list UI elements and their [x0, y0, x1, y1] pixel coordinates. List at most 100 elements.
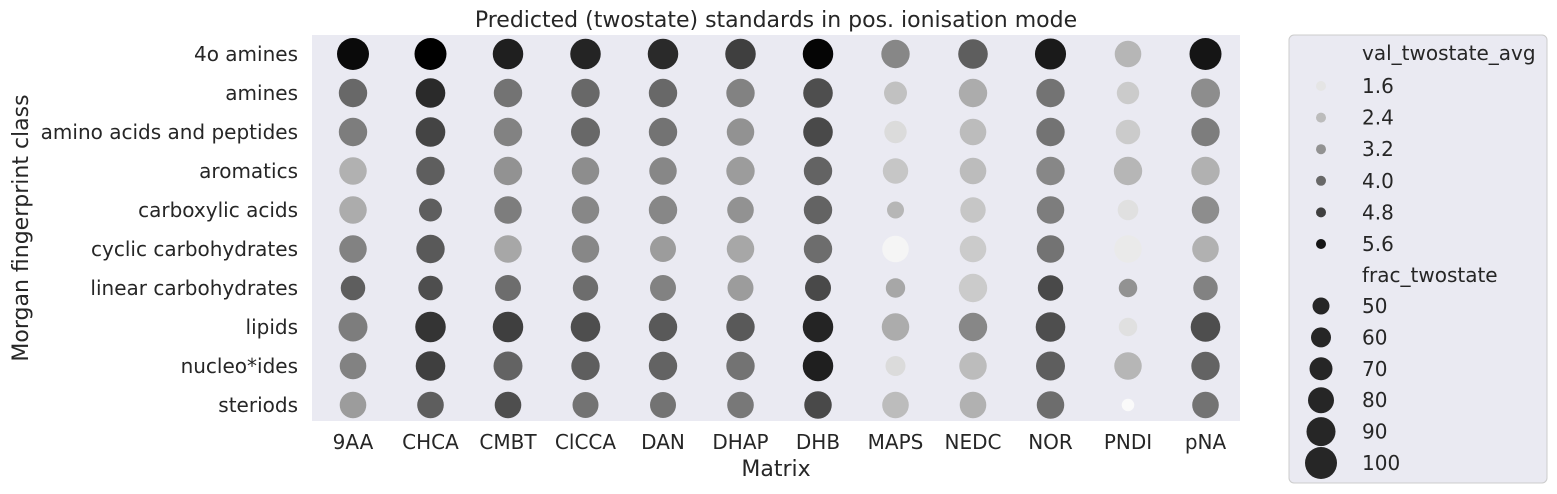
data-point — [727, 196, 754, 224]
data-point — [338, 312, 368, 342]
data-point — [726, 78, 755, 108]
legend-size-label: 50 — [1362, 294, 1387, 318]
data-point — [339, 235, 367, 263]
data-point — [415, 351, 446, 381]
data-point — [1036, 391, 1065, 419]
data-point — [958, 78, 988, 108]
legend-size-marker — [1309, 357, 1333, 381]
legend-hue-marker — [1316, 112, 1326, 123]
data-point — [1115, 119, 1141, 145]
x-tick-label: CMBT — [479, 430, 537, 454]
legend-hue-label: 5.6 — [1362, 232, 1394, 256]
y-tick-label: aromatics — [199, 159, 298, 183]
legend-size-label: 60 — [1362, 325, 1387, 349]
data-point — [339, 196, 367, 224]
data-point — [1113, 156, 1143, 186]
data-point — [1036, 235, 1065, 263]
data-point — [416, 156, 445, 186]
data-point — [650, 392, 676, 418]
x-tick-label: ClCCA — [555, 430, 616, 454]
data-point — [338, 78, 368, 108]
x-tick-label: MAPS — [868, 430, 924, 454]
y-tick-label: amines — [225, 81, 298, 105]
y-tick-label: lipids — [246, 315, 298, 339]
data-point — [647, 38, 679, 70]
chart-title: Predicted (twostate) standards in pos. i… — [475, 8, 1077, 33]
data-point — [1191, 156, 1220, 186]
data-point — [648, 351, 678, 381]
data-point — [493, 117, 523, 147]
data-point — [958, 273, 988, 303]
data-point — [958, 39, 988, 69]
data-point — [1034, 38, 1067, 70]
data-point — [570, 312, 601, 342]
data-point — [572, 392, 599, 418]
legend-size-title: frac_twostate — [1362, 263, 1498, 287]
data-point — [1191, 78, 1220, 108]
data-point — [885, 278, 906, 298]
data-point — [1193, 275, 1218, 301]
data-point — [1036, 156, 1065, 186]
data-point — [881, 39, 910, 69]
y-tick-label: amino acids and peptides — [41, 120, 298, 144]
x-tick-labels: 9AA CHCA CMBT ClCCA DAN DHAP DHB MAPS NEDC NOR PND… — [333, 430, 1227, 454]
data-point — [492, 38, 524, 70]
data-point — [887, 201, 904, 219]
data-point — [1118, 317, 1138, 337]
data-point — [417, 391, 444, 419]
data-point — [494, 391, 522, 419]
legend-hue-label: 3.2 — [1362, 137, 1394, 161]
y-axis-label: Morgan fingerprint class — [9, 94, 34, 361]
data-point — [494, 235, 522, 263]
legend-size-label: 70 — [1362, 357, 1387, 381]
data-point — [650, 275, 676, 301]
y-tick-labels: 4o amines amines amino acids and peptides a… — [41, 42, 298, 417]
data-point — [804, 391, 832, 419]
data-point — [959, 391, 987, 419]
data-point — [1036, 196, 1065, 224]
plot-area — [312, 35, 1240, 421]
data-point — [727, 391, 754, 419]
data-point — [884, 120, 907, 144]
data-point — [340, 275, 366, 301]
data-point — [959, 235, 987, 263]
data-point — [572, 275, 599, 301]
data-point — [805, 275, 831, 301]
data-point — [726, 312, 755, 342]
data-point — [1192, 391, 1219, 419]
data-point — [1121, 398, 1135, 412]
x-tick-label: DHB — [796, 430, 840, 454]
data-point — [1191, 196, 1220, 224]
data-point — [339, 352, 367, 380]
data-point — [1116, 81, 1140, 105]
data-point — [338, 117, 368, 147]
data-point — [415, 78, 446, 108]
y-tick-label: 4o amines — [194, 42, 298, 66]
data-point — [1036, 117, 1065, 147]
data-point — [726, 118, 755, 146]
data-point — [571, 235, 600, 263]
data-point — [882, 391, 909, 419]
legend-hue-marker — [1316, 175, 1326, 186]
data-point — [495, 275, 521, 301]
legend: val_twostate_avg frac_twostate 1.6 2.4 3.2… — [1288, 34, 1548, 484]
data-point — [726, 156, 755, 186]
legend-hue-label: 4.8 — [1362, 200, 1394, 224]
data-point — [339, 391, 367, 419]
data-point — [418, 275, 443, 301]
data-point — [803, 78, 833, 108]
y-tick-label: nucleo*ides — [181, 354, 298, 378]
legend-size-label: 100 — [1362, 451, 1400, 475]
data-point — [648, 78, 678, 108]
x-tick-label: NOR — [1028, 430, 1073, 454]
data-point — [1191, 351, 1220, 381]
data-point — [802, 38, 834, 70]
data-point — [494, 196, 522, 224]
data-points — [337, 38, 1222, 419]
data-point — [1190, 312, 1221, 342]
legend-hue-label: 4.0 — [1362, 169, 1394, 193]
data-point — [571, 78, 600, 108]
data-point — [649, 157, 677, 185]
data-point — [882, 235, 909, 263]
data-point — [726, 351, 755, 381]
